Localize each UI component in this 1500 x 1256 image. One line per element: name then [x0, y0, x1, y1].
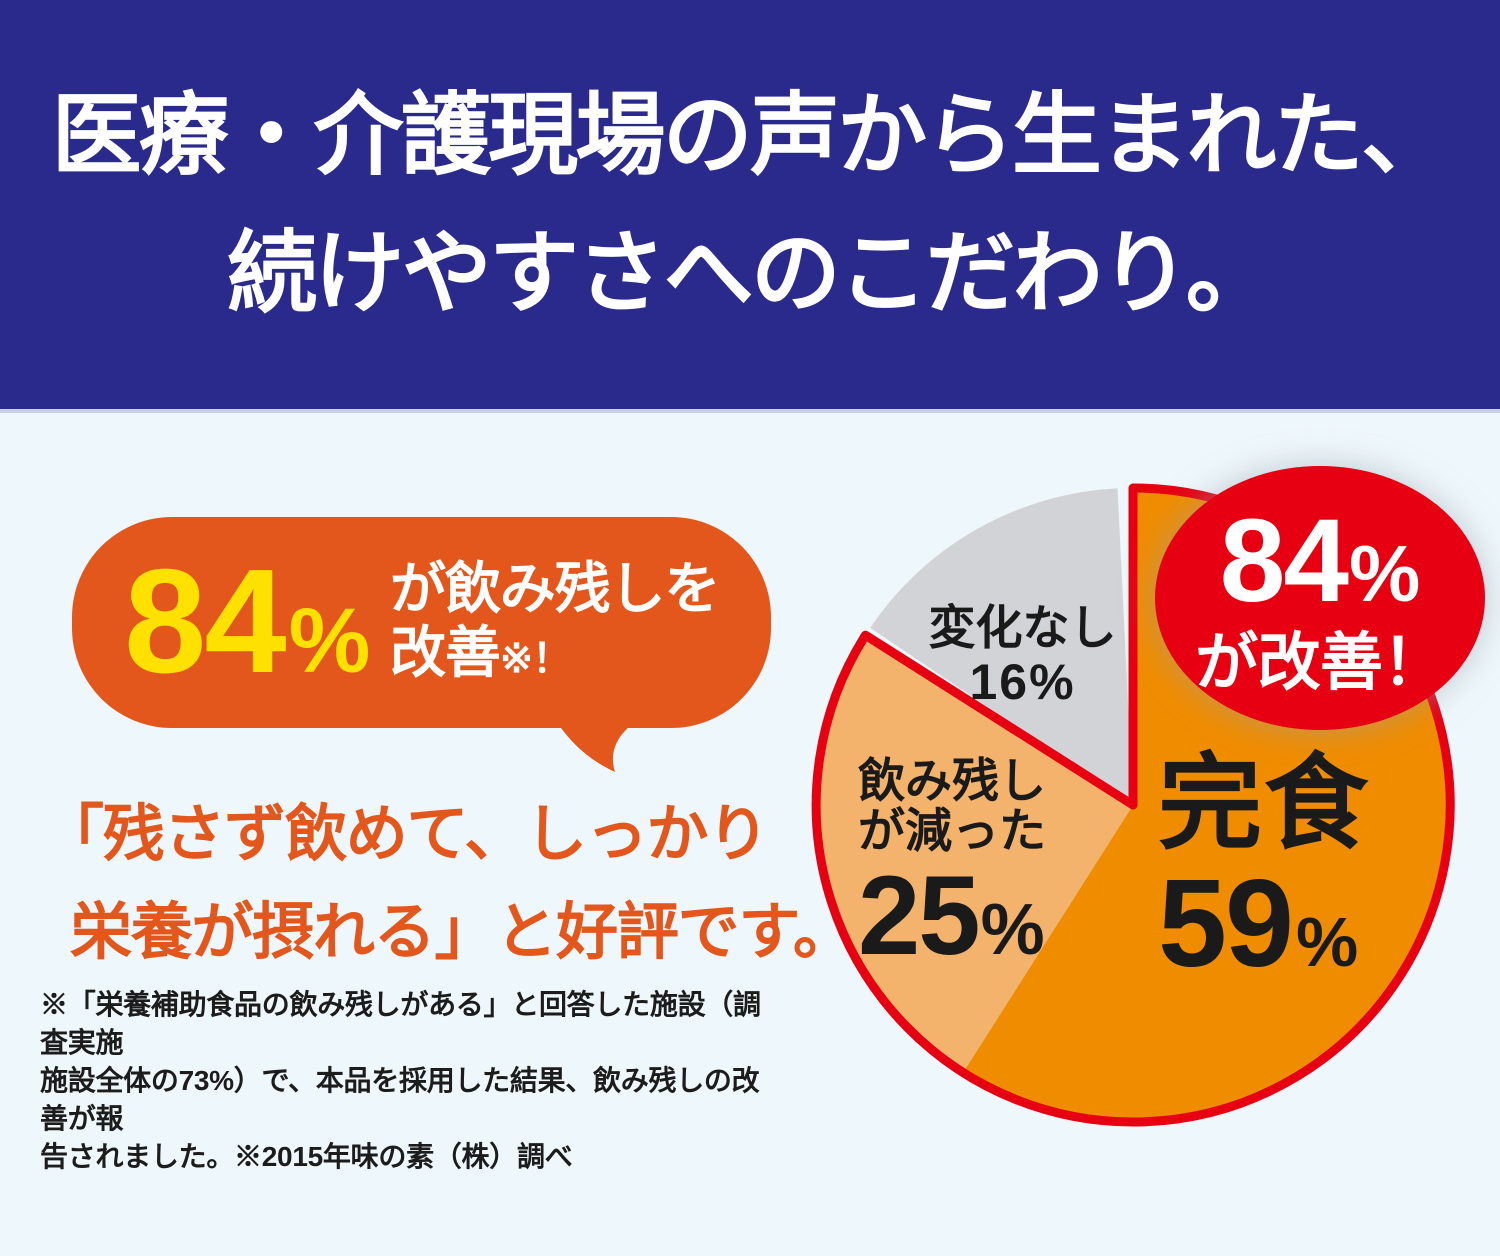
quote-line-1: 「残さず飲めて、しっかり: [42, 800, 769, 869]
label-complete-value: 59 %: [1158, 862, 1370, 986]
bubble-stat-unit: %: [288, 590, 371, 692]
badge-unit: %: [1349, 528, 1421, 618]
label-reduced-name-1: 飲み残し: [858, 754, 1046, 807]
bubble-note-mark: ※！: [499, 637, 572, 681]
badge-label: が改善！: [1195, 627, 1445, 698]
header-line-2: 続けやすさへのこだわり。: [227, 223, 1276, 324]
label-reduced-name-2: が減った: [858, 804, 1046, 857]
label-nochange: 変化なし 16%: [900, 601, 1145, 709]
label-reduced-number: 25: [858, 853, 981, 978]
survey-footnote: ※「栄養補助食品の飲み残しがある」と回答した施設（調査実施 施設全体の73%）で…: [40, 989, 761, 1172]
badge-value: 84: [1219, 494, 1349, 627]
badge-stat: 84 %: [1220, 502, 1420, 620]
label-reduced: 飲み残し が減った 25 %: [858, 756, 1046, 972]
label-nochange-unit: %: [1029, 654, 1076, 710]
header-line-1: 医療・介護現場の声から生まれた、: [51, 85, 1452, 186]
bubble-desc-line-2-text: 改善: [390, 621, 501, 684]
label-nochange-name: 変化なし: [928, 601, 1117, 654]
label-complete: 完食 59 %: [1158, 748, 1370, 986]
label-complete-number: 59: [1158, 855, 1294, 993]
quote-line-2: 栄養が摂れる」と好評です。: [70, 898, 855, 967]
bubble-stat-value: 84: [124, 539, 287, 704]
label-nochange-value: 16%: [900, 655, 1145, 709]
quote-text: 「残さず飲めて、しっかり 栄養が摂れる」と好評です。: [42, 786, 855, 982]
label-reduced-value: 25 %: [858, 860, 1046, 972]
label-complete-unit: %: [1295, 903, 1359, 981]
bubble-desc-line-1: が飲み残しを: [390, 557, 720, 620]
bubble-description: が飲み残しを 改善※！: [390, 557, 720, 691]
improvement-badge: 84 % が改善！: [1155, 466, 1485, 730]
label-complete-name: 完食: [1158, 746, 1371, 862]
pie-segment-reduced: [816, 635, 1133, 1073]
stat-bubble: 84 % が飲み残しを 改善※！: [72, 517, 771, 728]
bubble-tail: [553, 716, 645, 772]
header-banner: 医療・介護現場の声から生まれた、 続けやすさへのこだわり。: [0, 0, 1500, 413]
bubble-stat: 84 %: [124, 547, 370, 697]
bubble-desc-line-2: 改善※！: [390, 621, 719, 691]
pie-segment-nochange: [870, 488, 1133, 805]
label-nochange-number: 16: [969, 654, 1030, 710]
label-reduced-unit: %: [980, 890, 1045, 970]
